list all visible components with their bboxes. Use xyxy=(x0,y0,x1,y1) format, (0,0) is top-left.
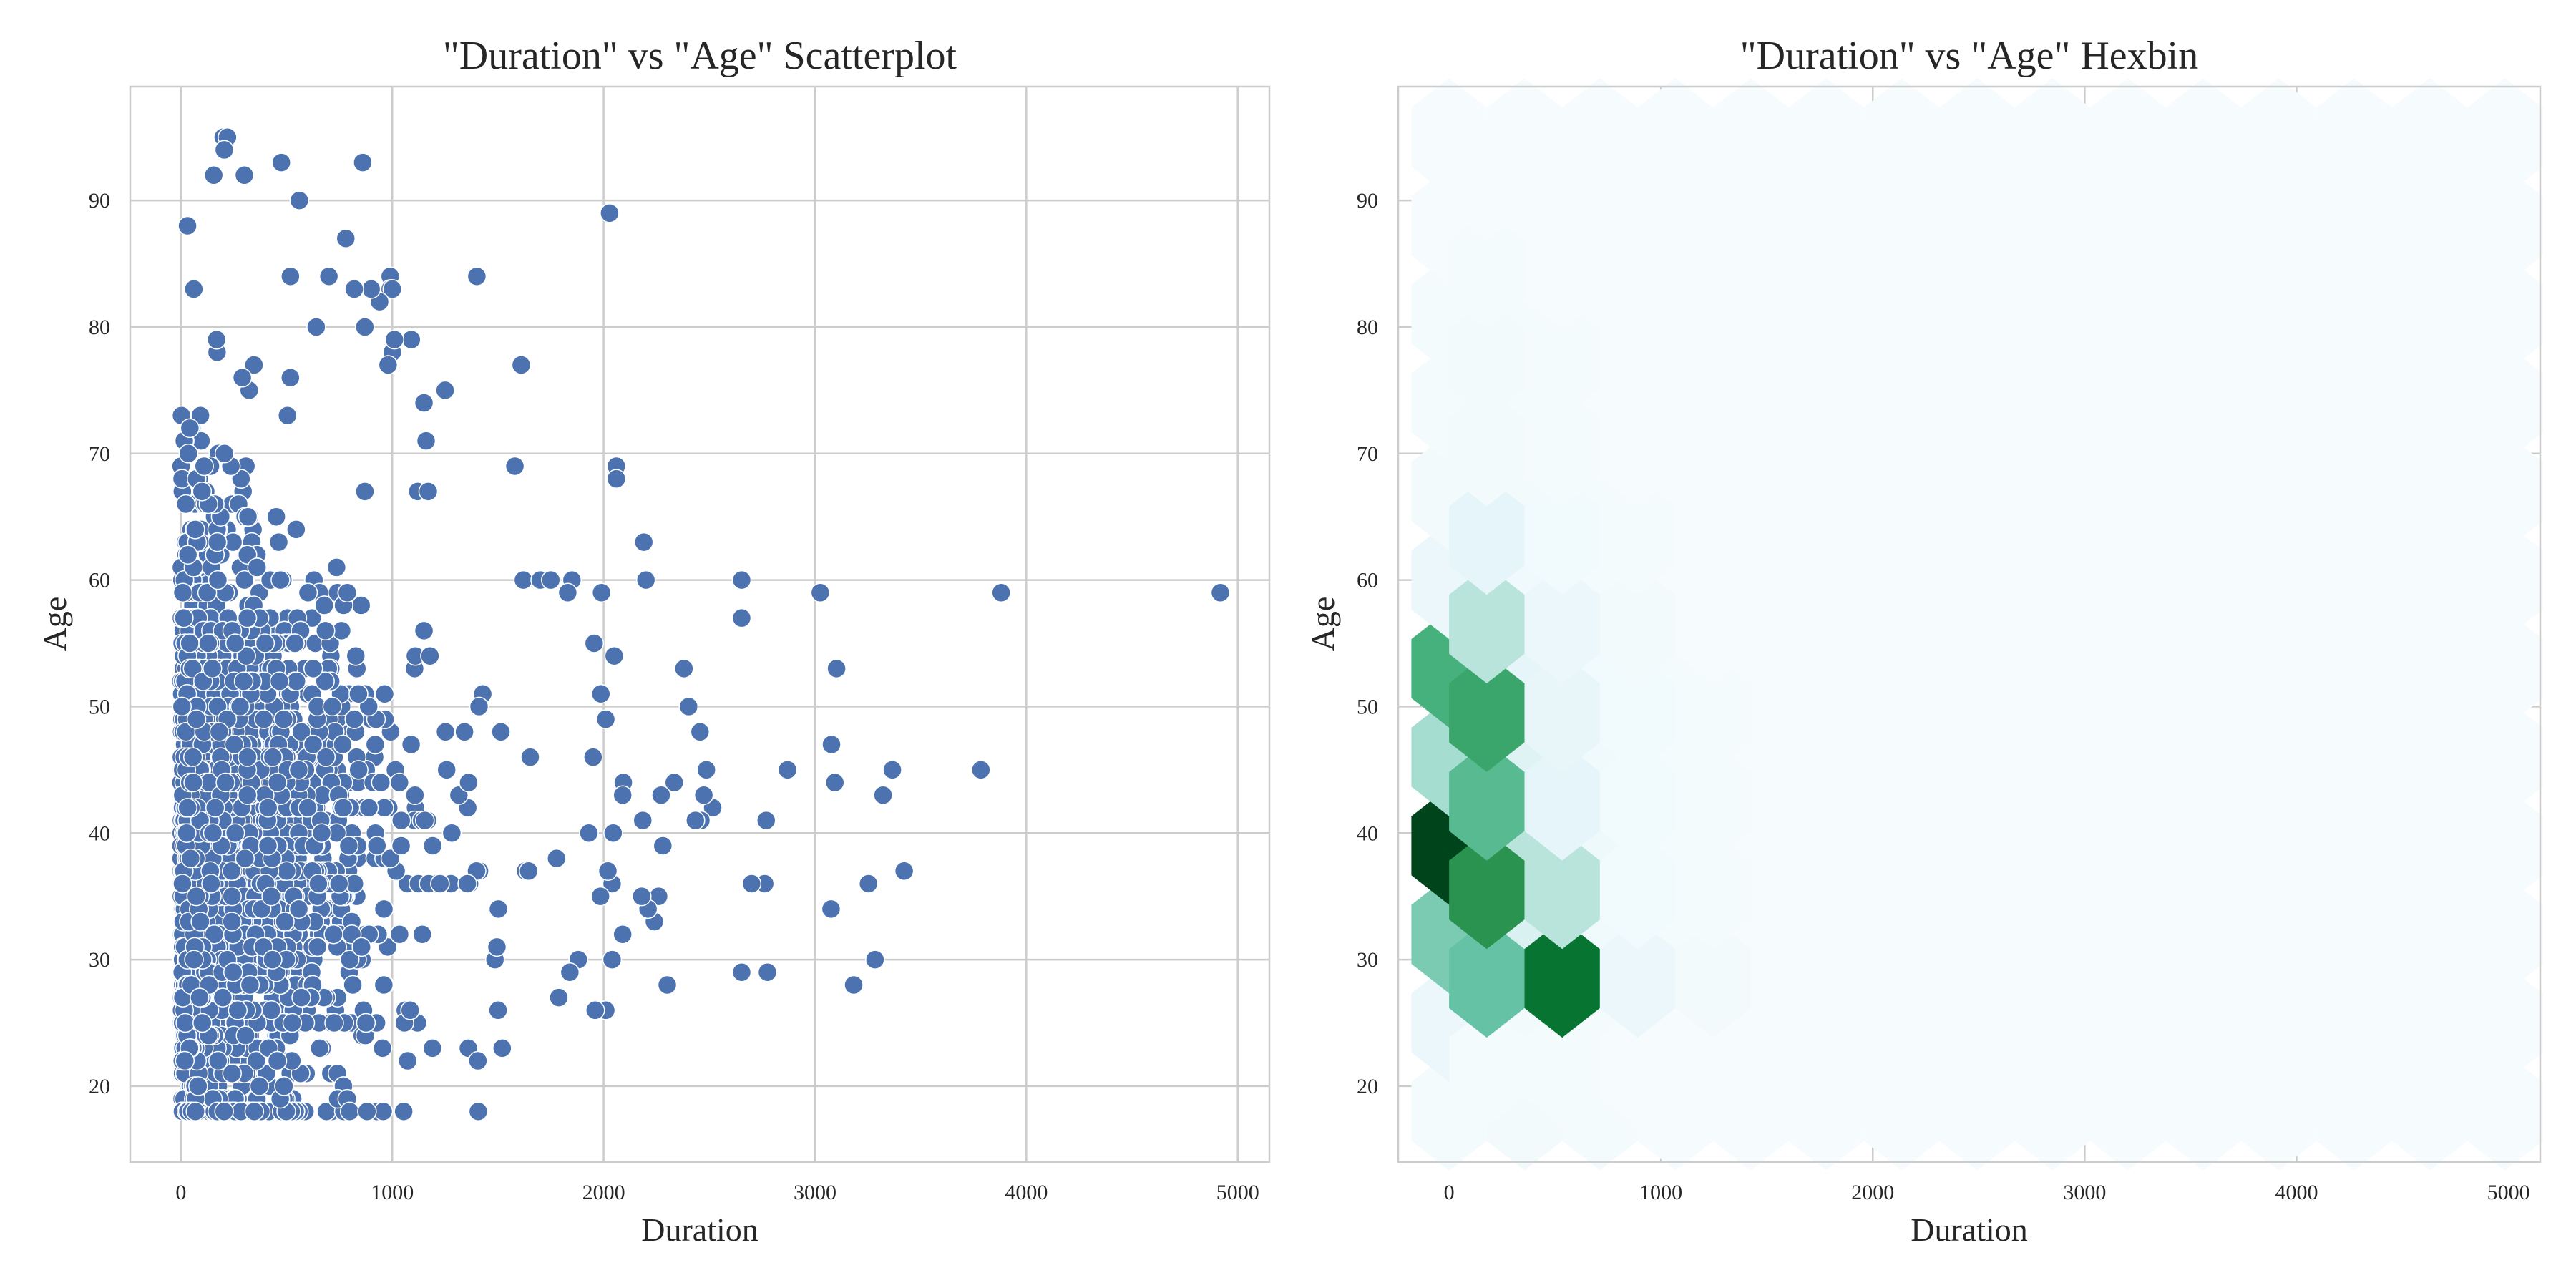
scatter-point xyxy=(371,772,391,793)
scatter-point xyxy=(468,1101,489,1122)
scatter-point xyxy=(441,823,462,844)
scatter-point xyxy=(303,734,323,755)
scatter-point xyxy=(355,482,375,502)
scatter-point xyxy=(372,1038,393,1058)
scatter-point xyxy=(247,557,267,577)
scatter-point xyxy=(435,722,456,742)
scatter-point xyxy=(374,684,395,704)
scatter-point xyxy=(254,709,274,729)
scatter-point xyxy=(469,696,489,717)
scatter-point xyxy=(357,1101,377,1122)
scatter-point xyxy=(280,367,301,388)
scatter-point xyxy=(401,734,421,755)
scatter-point xyxy=(414,620,434,641)
scatter-point xyxy=(454,722,474,742)
scatter-point xyxy=(277,405,298,426)
scatter-point xyxy=(184,279,204,299)
scatter-point xyxy=(307,937,328,957)
scatter-point xyxy=(389,772,410,793)
scatter-point xyxy=(178,444,198,464)
scatter-point xyxy=(322,696,343,717)
scatter-point xyxy=(177,215,197,236)
scatter-point xyxy=(422,836,443,856)
scatter-point xyxy=(520,747,540,767)
scatter-point xyxy=(412,924,432,945)
scatter-point xyxy=(389,924,410,945)
scatter-point xyxy=(397,1050,418,1071)
scatter-point xyxy=(518,861,539,882)
scatter-point xyxy=(488,1000,508,1020)
scatter-point xyxy=(400,1000,420,1020)
scatter-point xyxy=(405,785,425,805)
scatter-point xyxy=(286,519,306,540)
scatter-point xyxy=(459,772,479,793)
scatter-point xyxy=(309,1038,330,1058)
scatter-point xyxy=(488,899,509,919)
scatter-point xyxy=(174,608,194,628)
scatter-point xyxy=(185,519,205,540)
scatter-point xyxy=(491,722,511,742)
scatter-point xyxy=(339,950,360,970)
scatter-point xyxy=(238,507,258,527)
scatter-point xyxy=(430,874,450,894)
scatter-point xyxy=(487,937,507,957)
scatter-point xyxy=(268,532,289,552)
scatter-point xyxy=(356,1013,376,1033)
scatter-point xyxy=(414,810,435,831)
scatter-point xyxy=(194,456,214,477)
scatter-title: "Duration" vs "Age" Scatterplot xyxy=(443,34,957,78)
scatter-point xyxy=(358,798,379,818)
scatter-point xyxy=(316,747,336,767)
scatter-point xyxy=(286,671,306,691)
scatter-point xyxy=(249,1076,270,1096)
scatter-point xyxy=(314,595,334,615)
scatter-point xyxy=(276,861,297,882)
scatter-point xyxy=(206,329,227,350)
scatter-point xyxy=(394,1101,414,1122)
scatter-point xyxy=(436,760,457,780)
scatter-point xyxy=(197,582,218,603)
scatter-point xyxy=(323,924,343,945)
scatter-points xyxy=(171,127,1231,1122)
scatter-point xyxy=(420,645,440,666)
scatter-point xyxy=(380,848,401,869)
scatter-point xyxy=(244,355,264,375)
scatter-point xyxy=(280,266,301,286)
scatter-point xyxy=(246,1050,267,1071)
scatter-point xyxy=(348,684,369,704)
scatter-point xyxy=(365,734,386,755)
scatter-point xyxy=(339,1101,360,1122)
scatter-point xyxy=(172,582,193,603)
scatter-point xyxy=(391,836,411,856)
scatter-point xyxy=(374,899,394,919)
scatter-point xyxy=(326,557,347,577)
scatter-panel: "Duration" vs "Age" Scatterplot 0 1000 200… xyxy=(36,34,1271,1248)
scatter-point xyxy=(192,482,213,502)
scatter-point xyxy=(337,582,358,603)
scatter-point xyxy=(267,1050,288,1071)
scatter-point xyxy=(343,975,363,995)
scatter-point xyxy=(291,722,311,742)
scatter-point xyxy=(235,570,255,590)
scatter-point xyxy=(547,848,567,869)
scatter-point xyxy=(391,810,411,831)
scatter-point xyxy=(261,1000,282,1020)
scatter-point xyxy=(214,444,235,464)
scatter-point xyxy=(298,798,318,818)
scatter-point xyxy=(282,1013,303,1033)
scatter-point xyxy=(346,645,366,666)
scatter-point xyxy=(175,494,196,514)
scatter-point xyxy=(367,836,387,856)
scatter-point xyxy=(237,608,258,628)
scatter-point xyxy=(333,734,353,755)
scatter-point xyxy=(324,1013,344,1033)
scatter-point xyxy=(266,507,286,527)
